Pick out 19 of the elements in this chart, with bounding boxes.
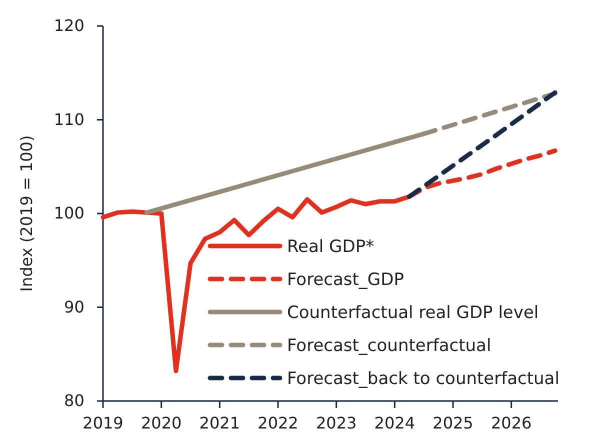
y-tick-label: 80: [64, 391, 84, 410]
x-tick-label: 2024: [374, 414, 416, 433]
x-tick-label: 2021: [199, 414, 240, 433]
y-tick-label: 120: [54, 16, 84, 36]
legend-label: Counterfactual real GDP level: [287, 303, 539, 323]
y-tick-label: 90: [64, 297, 84, 316]
y-tick-label: 110: [54, 110, 84, 129]
legend-label: Forecast_GDP: [287, 270, 404, 290]
x-tick-label: 2019: [82, 414, 124, 433]
x-tick-label: 2022: [258, 414, 298, 433]
x-tick-label: 2023: [316, 414, 357, 433]
x-tick-label: 2025: [432, 414, 474, 433]
legend-label: Forecast_back to counterfactual: [287, 369, 560, 389]
y-axis-title: Index (2019 = 100): [17, 135, 36, 292]
x-tick-label: 2020: [140, 414, 182, 433]
legend-label: Forecast_counterfactual: [287, 336, 492, 356]
legend-label: Real GDP*: [287, 237, 374, 257]
x-tick-label: 2026: [490, 414, 532, 433]
y-tick-label: 100: [54, 204, 84, 223]
